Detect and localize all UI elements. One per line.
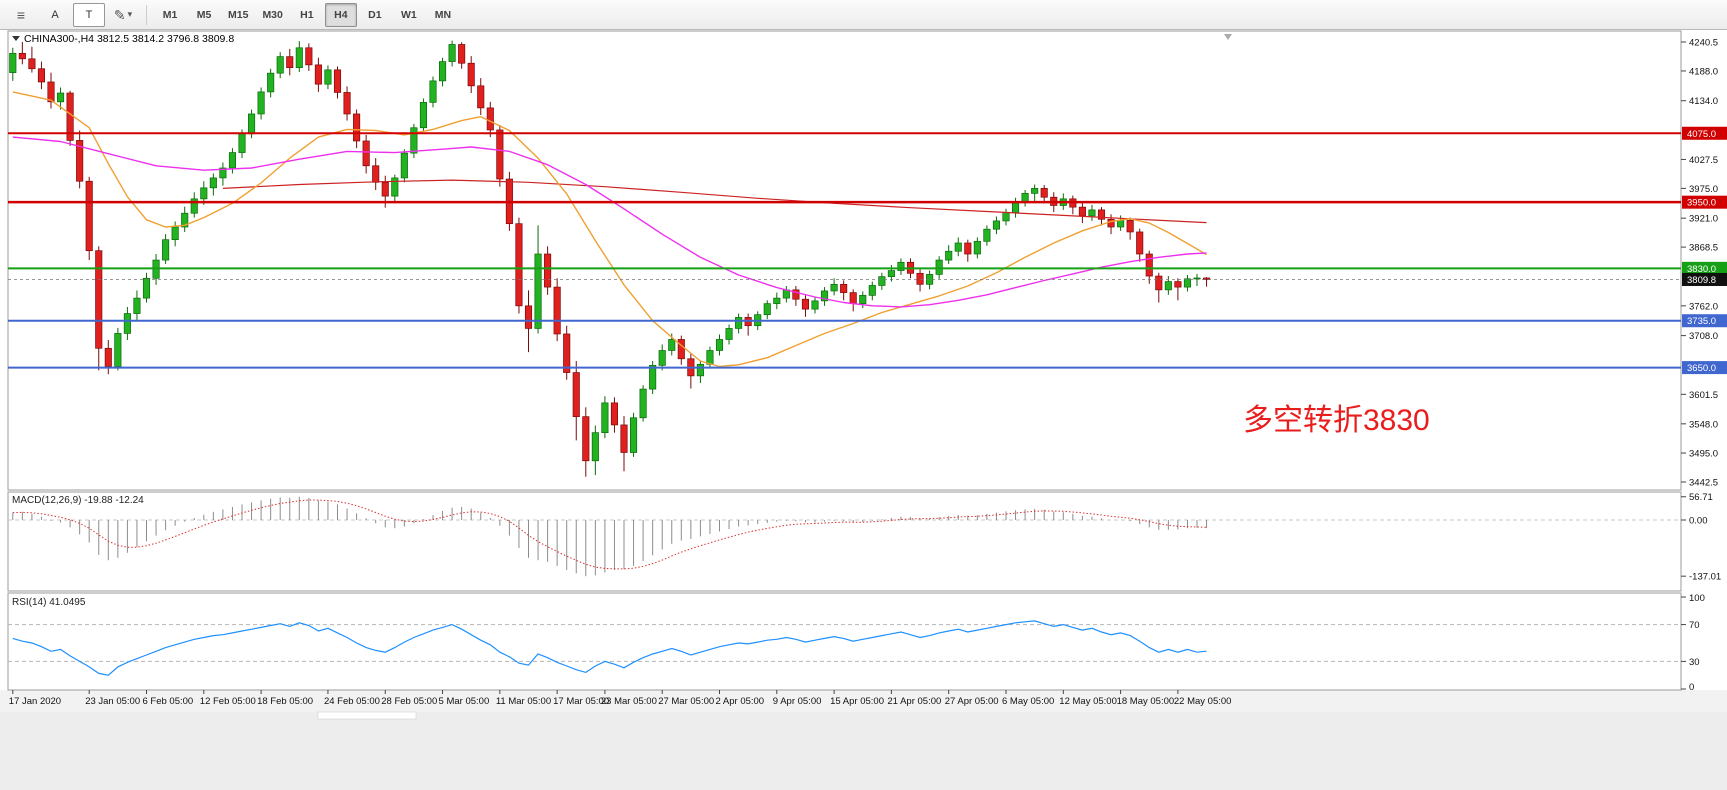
main-chart-panel[interactable] <box>7 30 1682 491</box>
rsi-panel[interactable] <box>7 592 1682 691</box>
time-axis-labels[interactable]: 17 Jan 2020 23 Jan 05:00 6 Feb 05:00 12 Feb… <box>9 690 1232 707</box>
svg-text:3735.0: 3735.0 <box>1687 316 1716 327</box>
horizontal-level-lines[interactable] <box>8 132 1681 369</box>
svg-text:4134.0: 4134.0 <box>1689 96 1718 107</box>
rsi-plot <box>8 620 1681 676</box>
bottom-ui-fragment <box>317 711 417 720</box>
timeframe-button-h4[interactable]: H4 <box>324 2 357 27</box>
svg-text:5 Mar 05:00: 5 Mar 05:00 <box>439 696 490 707</box>
rsi-axis: 100 70 30 0 <box>1681 593 1705 693</box>
chart-shift-marker[interactable] <box>1224 34 1232 40</box>
svg-text:4240.5: 4240.5 <box>1689 38 1718 49</box>
svg-text:3830.0: 3830.0 <box>1687 264 1716 275</box>
toolbar: ≡ A T ✎ ▾ M1 M5 M15 M30 H1 H4 D1 W1 MN <box>0 0 1727 30</box>
svg-text:17 Jan 2020: 17 Jan 2020 <box>9 696 61 707</box>
svg-text:24 Feb 05:00: 24 Feb 05:00 <box>324 696 380 707</box>
svg-text:4027.5: 4027.5 <box>1689 155 1718 166</box>
svg-text:0: 0 <box>1689 682 1694 693</box>
svg-text:28 Feb 05:00: 28 Feb 05:00 <box>381 696 437 707</box>
svg-text:27 Mar 05:00: 27 Mar 05:00 <box>658 696 714 707</box>
svg-text:3548.0: 3548.0 <box>1689 419 1718 430</box>
macd-label: MACD(12,26,9) -19.88 -12.24 <box>12 495 144 506</box>
rsi-label: RSI(14) 41.0495 <box>12 597 86 608</box>
charts-list-button[interactable]: ≡ <box>5 3 37 27</box>
bottom-area <box>0 712 1727 790</box>
svg-text:3868.5: 3868.5 <box>1689 243 1718 254</box>
macd-panel[interactable] <box>7 491 1682 592</box>
arrow-tool-button[interactable]: A <box>51 8 59 21</box>
svg-text:4075.0: 4075.0 <box>1687 129 1716 140</box>
macd-axis: 56.71 0.00 -137.01 <box>1681 492 1721 583</box>
svg-text:3975.0: 3975.0 <box>1689 184 1718 195</box>
svg-text:100: 100 <box>1689 593 1705 604</box>
chevron-down-icon: ▾ <box>127 9 133 19</box>
svg-text:3442.5: 3442.5 <box>1689 478 1718 489</box>
svg-text:-137.01: -137.01 <box>1689 572 1721 583</box>
svg-text:21 Apr 05:00: 21 Apr 05:00 <box>887 696 941 707</box>
svg-text:6 May 05:00: 6 May 05:00 <box>1002 696 1054 707</box>
svg-text:17 Mar 05:00: 17 Mar 05:00 <box>553 696 609 707</box>
svg-text:27 Apr 05:00: 27 Apr 05:00 <box>945 696 999 707</box>
timeframe-button-m30[interactable]: M30 <box>262 8 283 21</box>
svg-text:3650.0: 3650.0 <box>1687 363 1716 374</box>
svg-text:18 May 05:00: 18 May 05:00 <box>1117 696 1175 707</box>
timeframe-button-d1[interactable]: D1 <box>368 8 382 21</box>
svg-text:3495.0: 3495.0 <box>1689 449 1718 460</box>
timeframe-button-h1[interactable]: H1 <box>300 8 314 21</box>
svg-text:3921.0: 3921.0 <box>1689 214 1718 225</box>
charts-list-icon: ≡ <box>16 6 26 23</box>
svg-text:22 May 05:00: 22 May 05:00 <box>1174 696 1232 707</box>
svg-text:9 Apr 05:00: 9 Apr 05:00 <box>773 696 822 707</box>
svg-text:11 Mar 05:00: 11 Mar 05:00 <box>496 696 551 707</box>
timeframe-buttons: M1 M5 M15 M30 H1 H4 D1 W1 MN <box>153 2 460 27</box>
svg-text:3708.0: 3708.0 <box>1689 331 1718 342</box>
candlestick-series <box>9 40 1211 477</box>
svg-text:23 Jan 05:00: 23 Jan 05:00 <box>85 696 140 707</box>
time-axis-strip[interactable] <box>0 690 1727 712</box>
svg-text:3950.0: 3950.0 <box>1687 198 1716 209</box>
svg-text:12 May 05:00: 12 May 05:00 <box>1059 696 1117 707</box>
draw-tool-icon: ✎ <box>113 6 126 23</box>
timeframe-button-m15[interactable]: M15 <box>228 8 249 21</box>
svg-text:4188.0: 4188.0 <box>1689 66 1718 77</box>
svg-text:2 Apr 05:00: 2 Apr 05:00 <box>716 696 765 707</box>
timeframe-button-mn[interactable]: MN <box>434 8 452 21</box>
svg-text:23 Mar 05:00: 23 Mar 05:00 <box>601 696 657 707</box>
text-tool-button[interactable]: T <box>73 2 105 27</box>
svg-text:18 Feb 05:00: 18 Feb 05:00 <box>257 696 313 707</box>
symbol-dropdown-icon[interactable] <box>12 36 20 41</box>
svg-text:0.00: 0.00 <box>1689 516 1708 527</box>
price-axis[interactable]: 4240.5 4188.0 4134.0 4027.5 3975.0 3921.0 3868… <box>1681 38 1727 489</box>
svg-text:30: 30 <box>1689 657 1700 668</box>
svg-text:3809.8: 3809.8 <box>1687 275 1716 286</box>
svg-text:6 Feb 05:00: 6 Feb 05:00 <box>143 696 194 707</box>
macd-plot <box>8 496 1681 577</box>
svg-text:3601.5: 3601.5 <box>1689 390 1718 401</box>
svg-text:12 Feb 05:00: 12 Feb 05:00 <box>200 696 256 707</box>
svg-text:15 Apr 05:00: 15 Apr 05:00 <box>830 696 884 707</box>
timeframe-button-m5[interactable]: M5 <box>196 8 212 21</box>
chart-annotation-text[interactable]: 多空转折3830 <box>1243 404 1430 437</box>
timeframe-button-w1[interactable]: W1 <box>401 8 417 21</box>
draw-tool-dropdown-button[interactable]: ✎ ▾ <box>107 3 139 27</box>
timeframe-button-m1[interactable]: M1 <box>162 8 178 21</box>
svg-text:70: 70 <box>1689 620 1700 631</box>
toolbar-separator <box>146 4 147 25</box>
moving-average-lines <box>12 91 1207 368</box>
chart-title: CHINA300-,H4 3812.5 3814.2 3796.8 3809.8 <box>24 33 234 45</box>
svg-text:56.71: 56.71 <box>1689 492 1713 503</box>
svg-text:3762.0: 3762.0 <box>1689 301 1718 312</box>
